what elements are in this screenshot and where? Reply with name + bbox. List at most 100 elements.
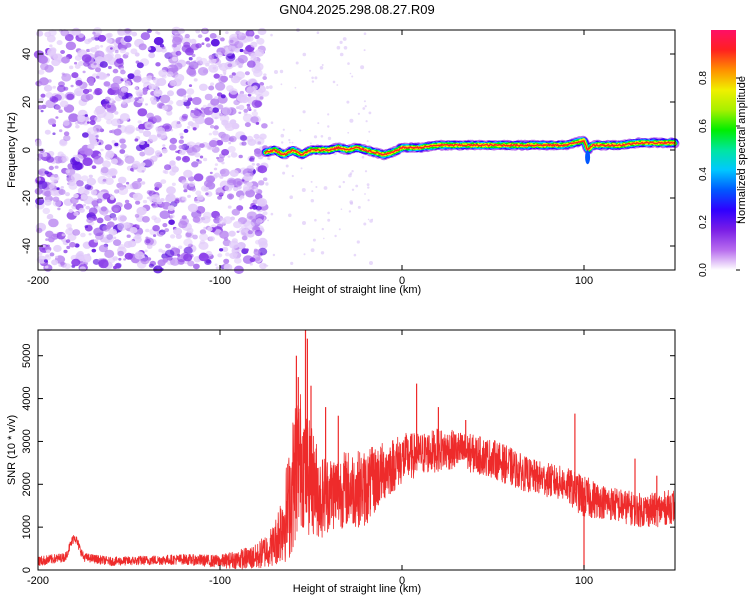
noise-speck: [222, 246, 229, 252]
noise-speck: [148, 134, 158, 142]
noise-speck: [338, 228, 341, 231]
noise-speck: [259, 82, 265, 86]
noise-speck: [139, 151, 146, 157]
noise-speck: [229, 74, 233, 79]
x-tick-label: -100: [209, 575, 231, 587]
noise-speck: [234, 124, 239, 128]
noise-speck: [106, 38, 113, 44]
noise-speck: [148, 263, 154, 268]
noise-speck: [94, 116, 102, 123]
noise-speck: [152, 204, 157, 209]
noise-speck: [158, 69, 168, 78]
noise-speck: [42, 207, 51, 215]
noise-speck: [193, 173, 204, 182]
noise-speck: [134, 213, 140, 218]
noise-speck: [120, 143, 127, 150]
noise-speck: [129, 227, 138, 234]
noise-speck: [219, 168, 230, 177]
noise-speck: [204, 37, 210, 42]
noise-speck: [246, 211, 258, 220]
noise-speck: [107, 104, 111, 109]
noise-speck: [54, 105, 61, 110]
noise-speck: [246, 135, 254, 142]
noise-speck: [303, 253, 306, 256]
noise-speck: [191, 210, 202, 219]
noise-speck: [255, 218, 263, 224]
noise-speck: [114, 53, 122, 59]
noise-speck: [39, 148, 45, 154]
noise-speck: [45, 92, 53, 98]
noise-speck: [86, 77, 95, 84]
noise-speck: [245, 248, 249, 252]
noise-speck: [160, 179, 167, 185]
noise-speck: [106, 52, 114, 59]
noise-speck: [54, 165, 59, 169]
noise-speck: [70, 196, 79, 204]
noise-speck: [100, 45, 104, 48]
noise-speck: [186, 227, 194, 234]
noise-speck: [86, 177, 97, 186]
noise-speck: [253, 133, 260, 139]
noise-speck: [74, 64, 81, 69]
noise-speck: [50, 189, 59, 196]
noise-speck: [94, 37, 100, 41]
noise-speck: [144, 249, 148, 253]
noise-speck: [246, 103, 251, 107]
noise-speck: [81, 54, 92, 63]
noise-speck: [153, 37, 164, 46]
noise-speck: [125, 42, 132, 48]
noise-speck: [214, 263, 218, 266]
noise-speck: [258, 180, 265, 186]
noise-speck: [236, 106, 240, 110]
noise-speck: [185, 47, 194, 56]
y-tick-label: 0: [21, 567, 33, 573]
y-tick-label: -40: [21, 238, 33, 254]
noise-speck: [166, 71, 174, 77]
noise-speck: [291, 141, 294, 144]
noise-speck: [46, 156, 55, 163]
noise-speck: [132, 193, 138, 198]
noise-speck: [253, 249, 261, 256]
noise-speck: [219, 248, 224, 252]
noise-speck: [257, 27, 267, 36]
noise-speck: [182, 155, 190, 163]
noise-speck: [113, 265, 117, 270]
noise-speck: [70, 84, 74, 88]
noise-speck: [164, 170, 169, 175]
noise-speck: [270, 121, 274, 124]
x-tick-label: -200: [27, 575, 49, 587]
x-tick-label: -100: [209, 275, 231, 287]
noise-speck: [172, 67, 179, 73]
noise-speck: [60, 186, 64, 189]
noise-speck: [195, 190, 202, 196]
noise-speck: [228, 141, 232, 145]
noise-speck: [265, 182, 269, 186]
x-tick-label: 0: [399, 575, 405, 587]
noise-speck: [87, 127, 97, 136]
noise-speck: [256, 37, 265, 45]
noise-speck: [105, 150, 115, 158]
noise-speck: [106, 225, 112, 230]
noise-speck: [49, 44, 53, 48]
noise-speck: [351, 188, 355, 191]
noise-speck: [156, 199, 163, 205]
noise-speck: [213, 125, 219, 130]
noise-speck: [154, 150, 162, 156]
noise-speck: [320, 135, 324, 138]
noise-speck: [348, 210, 352, 213]
noise-speck: [356, 240, 360, 244]
noise-speck: [166, 110, 173, 116]
noise-speck: [185, 60, 191, 65]
noise-speck: [268, 85, 273, 89]
noise-speck: [159, 231, 165, 236]
noise-speck: [100, 148, 104, 152]
noise-speck: [79, 266, 86, 272]
noise-speck: [314, 218, 317, 222]
noise-speck: [349, 118, 354, 123]
noise-speck: [179, 149, 186, 155]
noise-speck: [52, 85, 56, 89]
noise-speck: [327, 113, 330, 116]
noise-speck: [364, 105, 367, 108]
noise-speck: [270, 212, 274, 216]
noise-speck: [267, 219, 269, 222]
